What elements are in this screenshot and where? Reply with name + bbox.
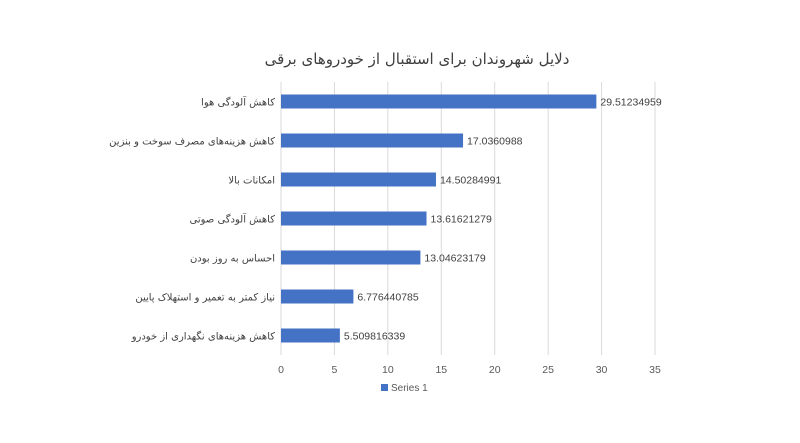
- legend: Series 1: [381, 383, 428, 394]
- category-label: کاهش آلودگی هوا: [201, 96, 275, 109]
- x-tick-label: 15: [435, 364, 447, 376]
- category-label: کاهش هزینه‌های نگهداری از خودرو: [131, 331, 276, 343]
- bar: [281, 133, 464, 148]
- data-label: 17.0360988: [467, 136, 523, 148]
- bar: [281, 250, 421, 265]
- data-label: 14.50284991: [440, 175, 501, 187]
- bar: [281, 172, 436, 187]
- data-label: 13.04623179: [424, 253, 485, 265]
- bar: [281, 211, 427, 226]
- bar: [281, 94, 597, 109]
- x-tick-label: 30: [596, 364, 608, 376]
- bar: [281, 328, 340, 343]
- category-label: نیاز کمتر به تعمیر و استهلاک پایین: [135, 293, 275, 304]
- category-label: کاهش هزینه‌های مصرف سوخت و بنزین: [109, 137, 275, 148]
- x-tick-label: 20: [489, 364, 501, 376]
- bars: [281, 94, 597, 343]
- data-label: 13.61621279: [430, 214, 491, 226]
- x-tick-label: 35: [649, 364, 661, 376]
- category-labels: کاهش آلودگی هوا کاهش هزینه‌های مصرف سوخت …: [109, 96, 275, 343]
- bar: [281, 289, 354, 304]
- data-label: 6.776440785: [357, 292, 418, 304]
- x-tick-label: 10: [382, 364, 394, 376]
- legend-swatch: [381, 384, 388, 391]
- x-axis-ticks: 0 5 10 15 20 25 30 35: [278, 364, 661, 376]
- data-label: 5.509816339: [344, 331, 405, 343]
- x-tick-label: 5: [332, 364, 338, 376]
- data-labels: 29.51234959 17.0360988 14.50284991 13.61621…: [344, 97, 662, 343]
- category-label: احساس به روز بودن: [190, 254, 275, 265]
- chart-title: دلایل شهروندان برای استقبال از خودروهای …: [265, 50, 570, 68]
- x-tick-label: 25: [542, 364, 554, 376]
- category-label: کاهش آلودگی صوتی: [189, 213, 275, 226]
- data-label: 29.51234959: [600, 97, 661, 109]
- category-label: امکانات بالا: [228, 176, 275, 187]
- legend-label: Series 1: [391, 383, 428, 394]
- x-tick-label: 0: [278, 364, 284, 376]
